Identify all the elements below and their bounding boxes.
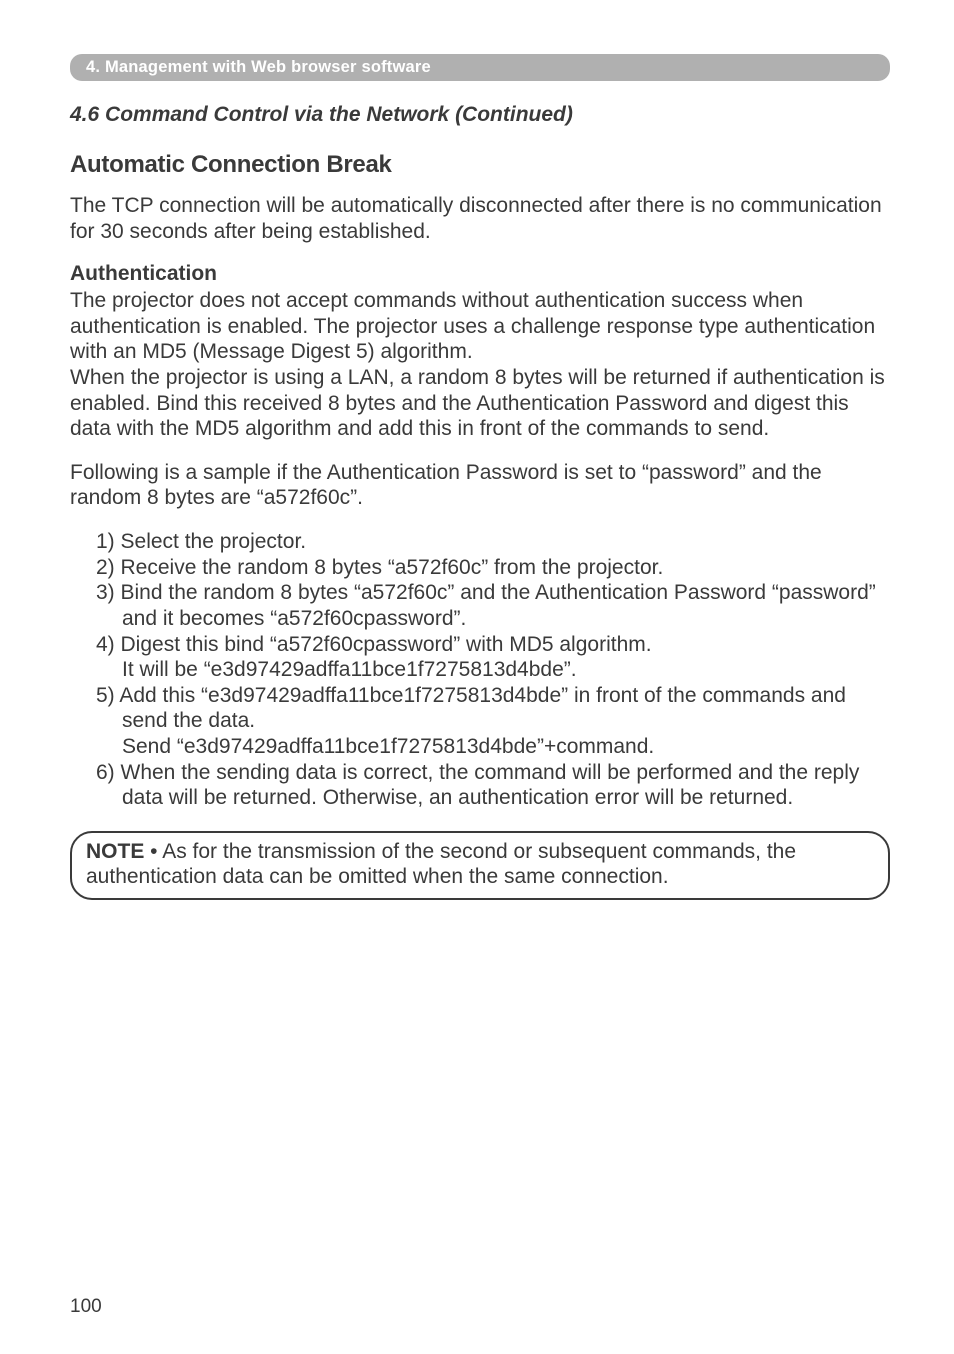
- page-container: 4. Management with Web browser software …: [0, 0, 954, 1354]
- step-1: 1) Select the projector.: [96, 529, 890, 555]
- intro-paragraph: The TCP connection will be automatically…: [70, 193, 890, 244]
- step-4: 4) Digest this bind “a572f60cpassword” w…: [96, 632, 890, 658]
- step-3: 3) Bind the random 8 bytes “a572f60c” an…: [96, 580, 890, 631]
- step-6: 6) When the sending data is correct, the…: [96, 760, 890, 811]
- note-box: NOTE • As for the transmission of the se…: [70, 831, 890, 900]
- note-label: NOTE: [86, 840, 144, 863]
- chapter-bar-text: 4. Management with Web browser software: [86, 58, 431, 76]
- steps-list: 1) Select the projector. 2) Receive the …: [70, 529, 890, 811]
- step-4-sub: It will be “e3d97429adffa11bce1f7275813d…: [96, 657, 890, 683]
- auth-paragraph-1: The projector does not accept commands w…: [70, 288, 890, 365]
- subsection-title: Automatic Connection Break: [70, 151, 890, 179]
- step-2: 2) Receive the random 8 bytes “a572f60c”…: [96, 555, 890, 581]
- chapter-bar: 4. Management with Web browser software: [70, 54, 890, 81]
- auth-heading: Authentication: [70, 262, 890, 286]
- step-5-sub: Send “e3d97429adffa11bce1f7275813d4bde”+…: [96, 734, 890, 760]
- page-number: 100: [70, 1296, 102, 1318]
- note-text: • As for the transmission of the second …: [86, 840, 796, 889]
- section-title: 4.6 Command Control via the Network (Con…: [70, 103, 890, 127]
- auth-paragraph-2: When the projector is using a LAN, a ran…: [70, 365, 890, 442]
- sample-intro: Following is a sample if the Authenticat…: [70, 460, 890, 511]
- step-5: 5) Add this “e3d97429adffa11bce1f7275813…: [96, 683, 890, 734]
